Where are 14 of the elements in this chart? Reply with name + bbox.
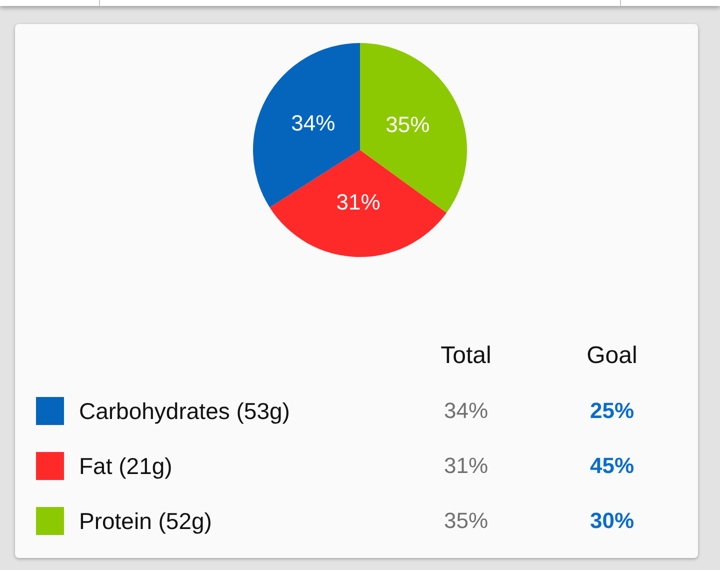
data-label: 45% [588,452,636,480]
data-label: 30% [588,507,636,535]
text: Goal [586,341,638,371]
legend-label: Carbohydrates (53g) [79,397,290,426]
text: 35% [444,508,488,533]
slice-label: Total [440,341,492,371]
legend-label: Protein (52g) [79,507,212,536]
legend-label: Fat (21g) [79,452,172,481]
data-label: 34% [291,110,336,136]
data-label: 35% [386,112,430,137]
text: 34% [444,398,488,423]
data-label: 25% [588,397,636,425]
data-label: 31% [336,190,380,215]
text: 31% [444,453,488,478]
